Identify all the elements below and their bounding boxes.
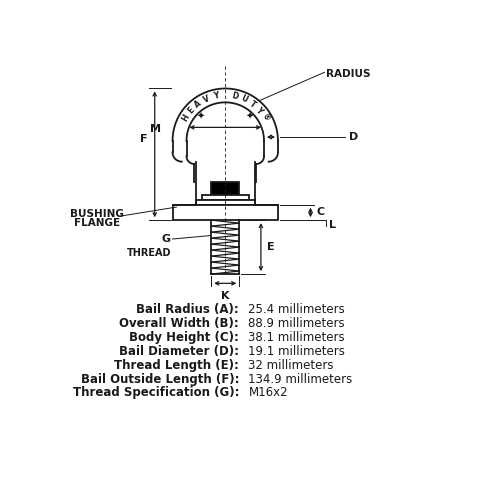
Text: U: U	[239, 94, 248, 104]
Text: THREAD: THREAD	[126, 248, 171, 258]
Text: D: D	[230, 92, 239, 102]
Text: ®: ®	[259, 112, 270, 124]
Text: V: V	[202, 94, 211, 104]
Text: K: K	[221, 291, 230, 301]
Text: Y: Y	[254, 106, 264, 116]
Text: ✦: ✦	[197, 112, 205, 122]
Text: G: G	[162, 234, 171, 244]
Text: M: M	[150, 124, 161, 134]
Text: 32 millimeters: 32 millimeters	[248, 359, 334, 372]
Text: D: D	[349, 132, 358, 142]
Text: 38.1 millimeters: 38.1 millimeters	[248, 331, 345, 344]
Text: BUSHING: BUSHING	[70, 208, 124, 218]
Text: A: A	[194, 98, 203, 110]
Text: E: E	[186, 106, 196, 116]
Text: H: H	[180, 113, 191, 123]
Text: 134.9 millimeters: 134.9 millimeters	[248, 372, 353, 386]
Text: L: L	[329, 220, 336, 230]
Bar	[202, 194, 248, 200]
Text: ✦: ✦	[246, 112, 254, 122]
Text: 19.1 millimeters: 19.1 millimeters	[248, 345, 346, 358]
Text: F: F	[140, 134, 147, 143]
Bar	[196, 200, 254, 205]
Text: C: C	[316, 208, 325, 218]
Text: RADIUS: RADIUS	[326, 69, 370, 79]
Text: M16x2: M16x2	[248, 386, 288, 400]
Text: 88.9 millimeters: 88.9 millimeters	[248, 317, 345, 330]
Text: Overall Width (B):: Overall Width (B):	[120, 317, 239, 330]
Text: Body Height (C):: Body Height (C):	[130, 331, 239, 344]
Bar	[212, 182, 239, 194]
Text: Y: Y	[212, 92, 220, 102]
Bar	[198, 205, 253, 210]
Text: FLANGE: FLANGE	[74, 218, 120, 228]
Bar	[172, 205, 278, 220]
Text: T: T	[248, 99, 257, 110]
Text: E: E	[267, 242, 274, 252]
Text: Bail Outside Length (F):: Bail Outside Length (F):	[80, 372, 239, 386]
Text: Bail Radius (A):: Bail Radius (A):	[136, 304, 239, 316]
Text: Thread Length (E):: Thread Length (E):	[114, 359, 239, 372]
Text: Bail Diameter (D):: Bail Diameter (D):	[119, 345, 239, 358]
Text: Thread Specification (G):: Thread Specification (G):	[72, 386, 239, 400]
Text: 25.4 millimeters: 25.4 millimeters	[248, 304, 345, 316]
